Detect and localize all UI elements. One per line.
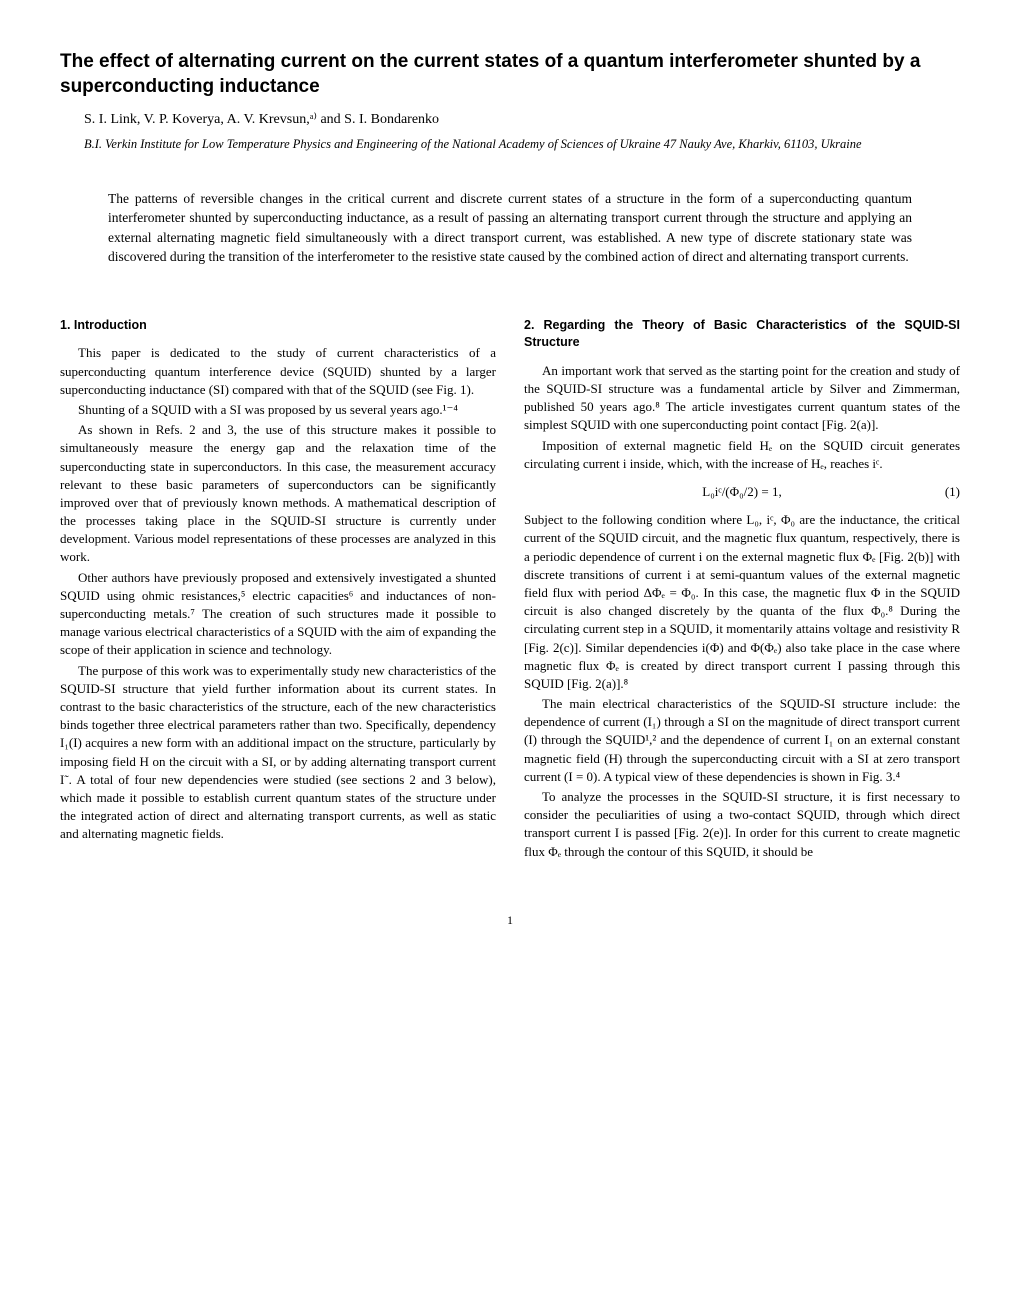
paragraph: This paper is dedicated to the study of … (60, 344, 496, 399)
affiliation: B.I. Verkin Institute for Low Temperatur… (84, 136, 960, 152)
paragraph: An important work that served as the sta… (524, 362, 960, 435)
paragraph: As shown in Refs. 2 and 3, the use of th… (60, 421, 496, 567)
paragraph: Other authors have previously proposed a… (60, 569, 496, 660)
abstract: The patterns of reversible changes in th… (108, 189, 912, 267)
paragraph: To analyze the processes in the SQUID-SI… (524, 788, 960, 861)
paragraph: The purpose of this work was to experime… (60, 662, 496, 844)
paragraph: Imposition of external magnetic field Hₑ… (524, 437, 960, 473)
equation-1: L₀iᶜ/(Φ₀/2) = 1, (1) (524, 483, 960, 501)
section-1-heading: 1. Introduction (60, 317, 496, 335)
right-column: 2. Regarding the Theory of Basic Charact… (524, 317, 960, 863)
authors: S. I. Link, V. P. Koverya, A. V. Krevsun… (84, 111, 960, 128)
section-2-heading: 2. Regarding the Theory of Basic Charact… (524, 317, 960, 352)
paragraph: The main electrical characteristics of t… (524, 695, 960, 786)
page-number: 1 (60, 913, 960, 928)
paragraph: Subject to the following condition where… (524, 511, 960, 693)
paper-title: The effect of alternating current on the… (60, 50, 960, 99)
equation-number: (1) (945, 483, 960, 501)
paragraph: Shunting of a SQUID with a SI was propos… (60, 401, 496, 419)
two-column-body: 1. Introduction This paper is dedicated … (60, 317, 960, 863)
left-column: 1. Introduction This paper is dedicated … (60, 317, 496, 863)
equation-body: L₀iᶜ/(Φ₀/2) = 1, (702, 484, 781, 499)
